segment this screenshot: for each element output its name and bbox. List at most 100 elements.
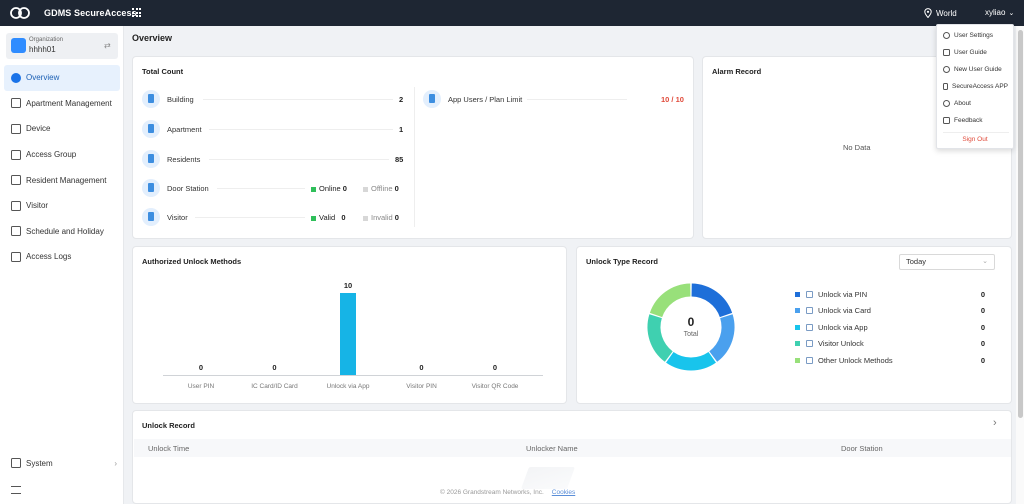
invalid-dot-icon [363,215,368,221]
legend-item[interactable]: Visitor Unlock 0 [795,338,985,350]
sidebar-item-access-logs[interactable]: Access Logs [4,244,120,270]
grandstream-logo[interactable] [9,6,31,20]
building-icon [11,98,21,109]
stat-visitor: Visitor [142,207,188,227]
date-filter-value: Today [906,257,927,266]
card-title: Total Count [142,67,184,76]
card-title: Alarm Record [712,67,762,76]
stat-app-users: App Users / Plan Limit [423,89,522,109]
menu-item-about[interactable]: About [943,97,971,110]
legend-swatch [795,308,800,313]
legend-label: Other Unlock Methods [818,355,893,365]
total-label: Total [683,331,699,338]
sidebar-item-overview[interactable]: Overview [4,65,120,91]
organization-switcher[interactable]: Organization hhhh01 ⇄ [6,33,118,59]
donut-chart [647,283,735,371]
menu-item-secureaccess-app[interactable]: SecureAccess APP [943,80,1008,93]
stat-value: 2 [399,95,404,104]
legend-value: 0 [980,306,985,315]
donut-slice[interactable] [709,314,735,362]
legend-item[interactable]: Unlock via App 0 [795,321,985,333]
user-menu-trigger[interactable]: xyliao ⌄ [985,8,1014,17]
stat-label: Building [167,94,194,104]
offline-dot-icon [363,186,368,192]
divider [527,99,627,100]
legend-label: Unlock via Card [818,306,871,315]
bar[interactable] [340,293,356,375]
building-icon [142,90,160,108]
stat-label: App Users / Plan Limit [448,94,523,104]
menu-divider [943,132,1009,133]
bar-value-label: 0 [272,363,276,372]
stat-label: Residents [167,154,201,164]
invalid-status: Invalid 0 [363,213,399,222]
donut-slice[interactable] [647,314,673,362]
scrollbar-thumb[interactable] [1018,30,1023,418]
legend-label: Visitor Unlock [818,339,864,348]
sidebar-item-apartment-management[interactable]: Apartment Management [4,91,120,117]
top-bar: GDMS SecureAccess World xyliao ⌄ [0,0,1024,26]
region-selector[interactable]: World [924,8,957,18]
stat-residents: Residents [142,149,200,169]
sidebar-item-label: Access Logs [26,252,72,262]
menu-item-new-user-guide[interactable]: New User Guide [943,63,1002,76]
menu-item-user-settings[interactable]: User Settings [943,29,993,42]
guide-icon [943,49,950,56]
offline-label: Offline [371,184,393,193]
sidebar-item-device[interactable]: Device [4,116,120,142]
location-pin-icon [924,8,932,18]
divider [209,129,393,130]
offline-status: Offline 0 [363,184,399,193]
menu-item-feedback[interactable]: Feedback [943,114,983,127]
menu-item-user-guide[interactable]: User Guide [943,46,987,59]
legend-item[interactable]: Unlock via Card 0 [795,305,985,317]
donut-slice[interactable] [691,283,733,318]
card-title: Unlock Type Record [586,257,658,266]
legend-item[interactable]: Unlock via PIN 0 [795,288,985,300]
total-count-card: Total Count Building 2 Apartment 1 Resid… [132,56,694,239]
legend-swatch [795,357,800,363]
sign-out-button[interactable]: Sign Out [962,136,988,143]
cookies-link[interactable]: Cookies [551,489,576,496]
stat-value: 85 [395,155,404,164]
pie-chart-icon [11,72,21,83]
sidebar-item-visitor[interactable]: Visitor [4,193,120,219]
stat-door-station: Door Station [142,178,209,198]
invalid-label: Invalid [371,213,393,222]
sidebar-item-resident-management[interactable]: Resident Management [4,167,120,193]
unlock-method-icon [806,356,813,364]
legend-item[interactable]: Other Unlock Methods 0 [795,354,985,366]
menu-item-label: User Guide [954,49,987,56]
resident-icon [11,175,21,186]
access-group-icon [11,149,21,160]
chevron-right-icon[interactable]: › [993,417,997,429]
stat-value: 1 [399,125,404,134]
authorized-unlock-card: Authorized Unlock Methods 0 User PIN 0 IC C… [132,246,567,404]
unlock-method-icon [806,323,813,331]
visitor-icon [11,200,21,211]
sidebar-item-label: Overview [26,73,60,83]
online-dot-icon [311,186,316,192]
apartment-icon [142,120,160,138]
chevron-right-icon: › [114,458,117,468]
date-filter-select[interactable]: Today ⌄ [899,254,995,270]
log-icon [11,251,21,262]
legend-swatch [795,324,800,330]
valid-dot-icon [311,215,316,221]
app-title: GDMS SecureAccess [44,8,137,18]
switch-icon[interactable]: ⇄ [104,41,111,50]
stat-label: Apartment [167,124,202,134]
collapse-sidebar-icon[interactable] [11,486,21,494]
sidebar-item-schedule-and-holiday[interactable]: Schedule and Holiday [4,219,120,245]
x-tick-label: Unlock via App [327,383,370,390]
legend-label: Unlock via App [818,322,868,332]
sidebar-item-access-group[interactable]: Access Group [4,142,120,168]
sidebar-item-system[interactable]: System › [11,458,117,468]
chevron-down-icon: ⌄ [982,258,988,265]
donut-slice[interactable] [649,283,691,318]
donut-slice[interactable] [666,351,716,371]
divider [217,188,305,189]
divider [203,99,393,100]
app-grid-icon[interactable] [132,8,141,17]
device-icon [11,123,21,134]
